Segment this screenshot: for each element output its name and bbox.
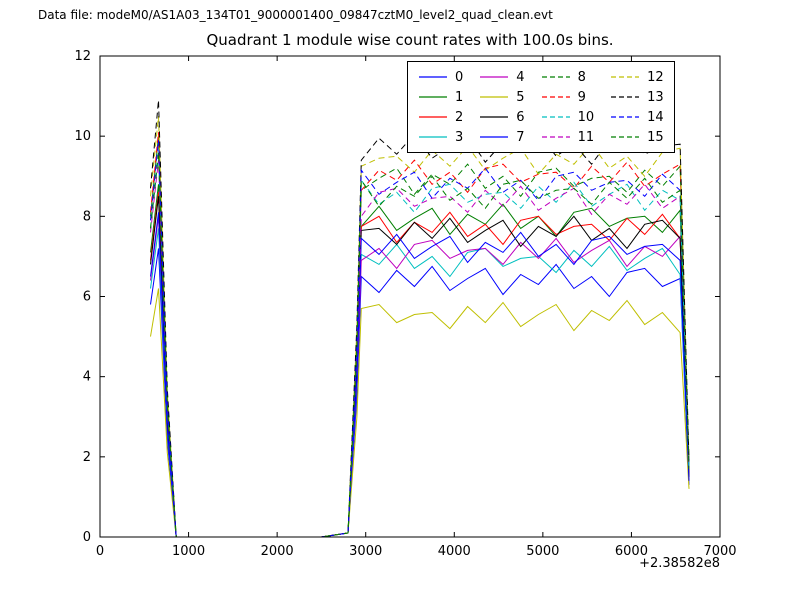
legend-line-sample-3 (419, 136, 447, 138)
legend-item-2: 2 (418, 110, 463, 125)
y-tick-label: 0 (83, 530, 91, 545)
legend-line-sample-5 (480, 96, 509, 98)
legend: 0 1 2 3 4 5 6 7 8 9 10 11 12 13 14 15 (407, 61, 675, 153)
legend-item-4: 4 (479, 69, 525, 85)
legend-line-sample-15 (611, 136, 640, 138)
legend-label-6: 6 (516, 109, 525, 125)
legend-line-sample-12 (611, 76, 640, 78)
legend-item-5: 5 (479, 89, 525, 105)
y-tick-label: 8 (83, 209, 91, 224)
series-line-2 (150, 192, 690, 538)
datafile-label: Data file: modeM0/AS1A03_134T01_90000014… (38, 8, 553, 22)
legend-label-5: 5 (516, 89, 525, 105)
legend-item-13: 13 (610, 90, 664, 105)
legend-item-14: 14 (610, 110, 664, 125)
legend-label-4: 4 (516, 69, 525, 85)
legend-item-8: 8 (541, 70, 595, 85)
legend-item-9: 9 (541, 90, 595, 105)
x-tick-label: 1000 (172, 544, 205, 559)
legend-label-1: 1 (455, 89, 464, 105)
series-line-8 (150, 136, 690, 538)
y-tick-label: 12 (74, 49, 91, 64)
x-tick-label: 7000 (703, 544, 736, 559)
legend-label-12: 12 (647, 69, 664, 85)
y-tick-label: 6 (83, 290, 91, 305)
legend-line-sample-4 (480, 76, 509, 78)
series-line-3 (150, 228, 690, 538)
legend-label-13: 13 (647, 89, 664, 105)
legend-line-sample-7 (480, 136, 509, 138)
series-line-10 (150, 156, 690, 538)
legend-line-sample-9 (541, 96, 570, 98)
series-line-9 (150, 132, 690, 538)
x-tick-label: 0 (96, 544, 104, 559)
legend-item-1: 1 (418, 90, 463, 105)
legend-line-sample-8 (541, 76, 570, 78)
legend-label-10: 10 (577, 109, 595, 125)
legend-item-6: 6 (479, 109, 525, 125)
legend-label-8: 8 (577, 69, 586, 85)
series-line-0 (150, 248, 690, 538)
x-tick-label: 6000 (615, 544, 648, 559)
legend-line-sample-0 (419, 76, 447, 78)
x-tick-label: 5000 (526, 544, 559, 559)
legend-item-11: 11 (541, 129, 595, 145)
legend-line-sample-13 (611, 96, 640, 98)
series-line-5 (150, 288, 690, 538)
x-tick-label: 3000 (349, 544, 382, 559)
series-line-1 (150, 184, 690, 538)
x-tick-label: 2000 (261, 544, 294, 559)
legend-label-11: 11 (577, 129, 595, 145)
legend-line-sample-2 (419, 116, 447, 118)
y-tick-label: 4 (83, 370, 91, 385)
legend-line-sample-1 (419, 96, 447, 98)
legend-label-0: 0 (455, 69, 464, 85)
legend-label-3: 3 (455, 129, 464, 145)
legend-item-0: 0 (418, 70, 463, 85)
x-axis-offset-label: +2.38582e8 (639, 556, 720, 571)
legend-label-7: 7 (516, 129, 525, 145)
legend-line-sample-6 (480, 116, 509, 118)
legend-item-3: 3 (418, 130, 463, 145)
legend-label-15: 15 (647, 129, 664, 145)
chart-title: Quadrant 1 module wise count rates with … (206, 31, 614, 49)
y-tick-label: 2 (83, 450, 91, 465)
legend-item-7: 7 (479, 129, 525, 145)
series-line-7 (150, 212, 690, 538)
legend-label-9: 9 (577, 89, 586, 105)
legend-item-10: 10 (541, 109, 595, 125)
legend-line-sample-11 (541, 136, 570, 138)
x-tick-label: 4000 (438, 544, 471, 559)
legend-item-12: 12 (610, 70, 664, 85)
y-tick-label: 10 (74, 129, 91, 144)
legend-line-sample-10 (541, 116, 570, 118)
legend-label-2: 2 (455, 109, 464, 125)
series-line-11 (150, 160, 690, 538)
legend-line-sample-14 (611, 116, 640, 118)
series-line-15 (150, 152, 690, 538)
legend-item-15: 15 (610, 130, 664, 145)
series-line-14 (150, 140, 690, 538)
legend-label-14: 14 (647, 109, 664, 125)
